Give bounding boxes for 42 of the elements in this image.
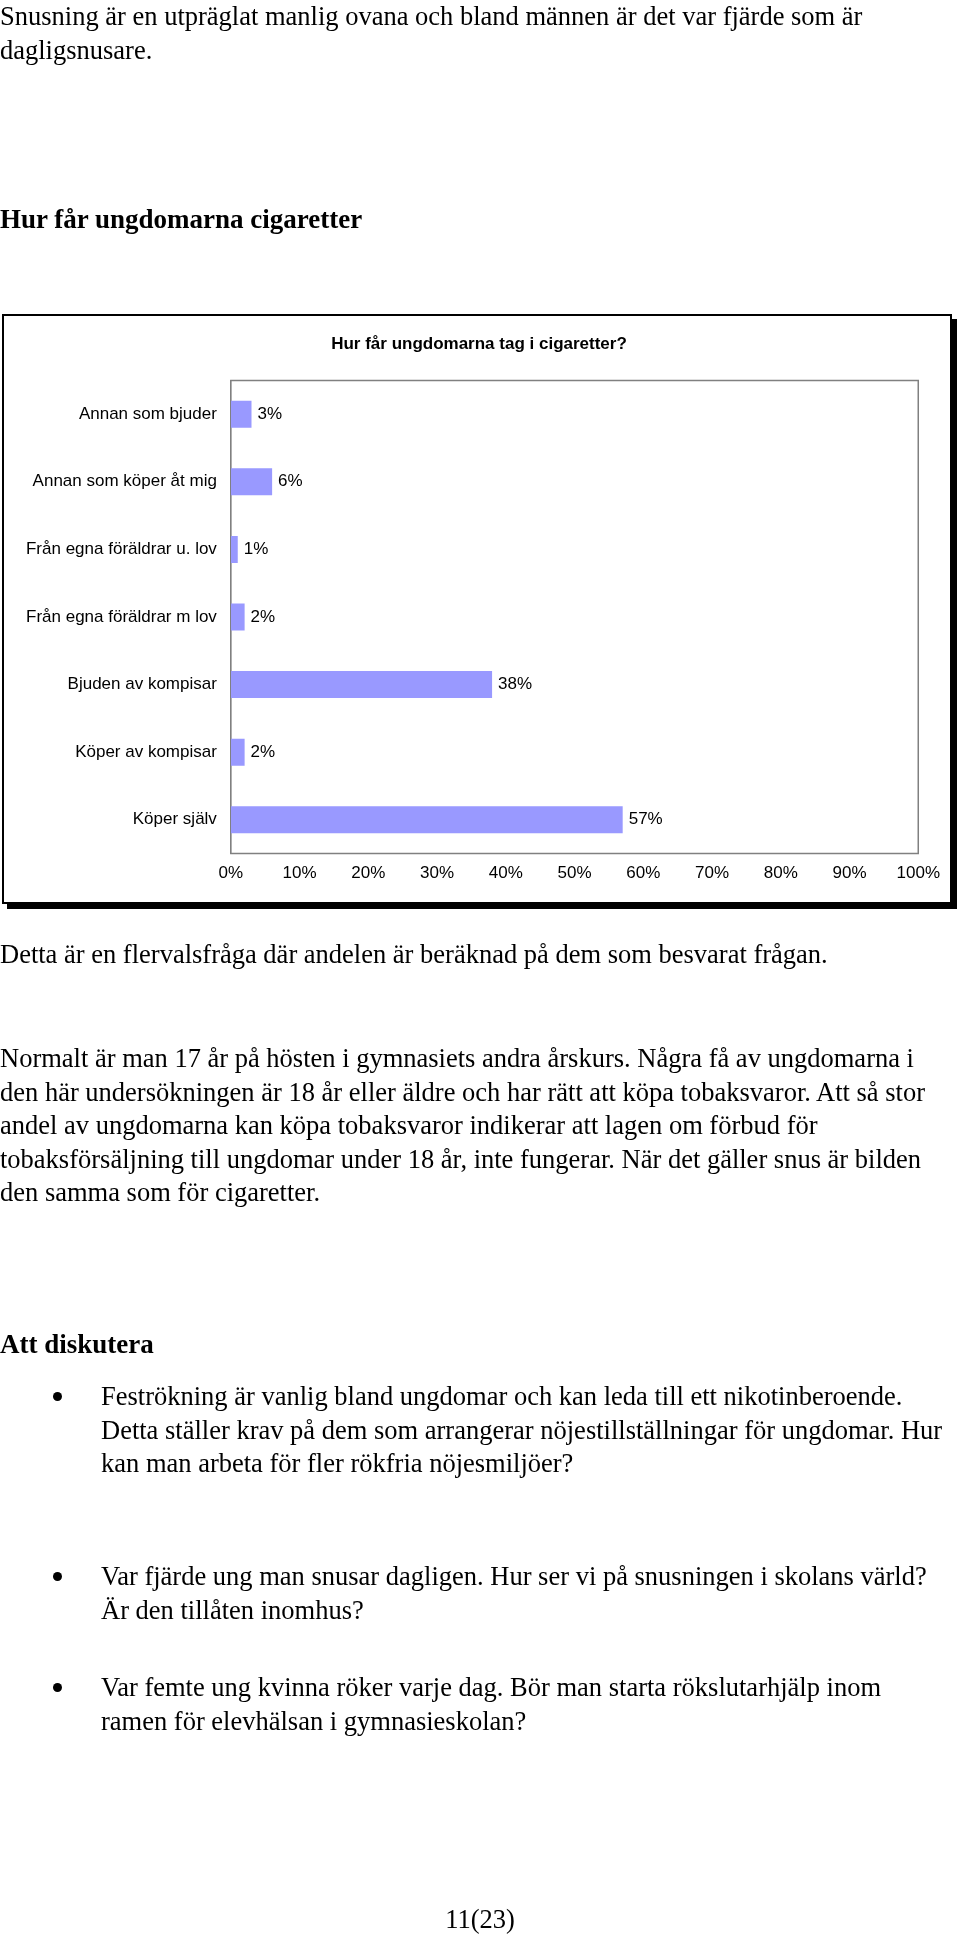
x-tick-label: 90% <box>832 863 867 883</box>
bar <box>230 671 493 699</box>
text: Hur får ungdomarna cigaretter <box>0 203 364 236</box>
data-label: 3% <box>257 403 283 423</box>
data-label: 6% <box>278 471 303 491</box>
text: Var femte ung kvinna röker varje dag. Bör man starta rökslutarhjälp inom ramen för elevhälsan i gymnasieskolan? <box>101 1671 883 1738</box>
x-tick-label: 100% <box>896 863 940 883</box>
text: Normalt är man 17 år på hösten i gymnasiets andra årskurs. Några få av ungdomarna i den här undersökningen är 18 år eller äldre och har rätt att köpa tobaksvaror. Att så stor andel av ungdomarna kan köpa tobaksvaror indikerar att lagen om förbud för tobaksförsäljning till ungdomar under 18 år, inte fungerar. När det gäller snus är bilden den samma som för cigaretter. <box>0 1042 926 1209</box>
y-tick-label: Köper av kompisar <box>75 741 218 761</box>
x-tick-label: 50% <box>557 863 592 883</box>
bar <box>230 468 273 496</box>
text: Detta är en flervalsfråga där andelen är beräknad på dem som besvarat frågan. <box>0 938 829 971</box>
text: 11(23) <box>444 1903 516 1936</box>
data-label: 38% <box>498 674 533 694</box>
bar <box>230 806 623 834</box>
x-tick-label: 40% <box>488 863 523 883</box>
x-tick-label: 10% <box>282 863 317 883</box>
x-tick-label: 0% <box>218 863 244 883</box>
data-label: 57% <box>628 809 663 829</box>
text: Att diskutera <box>0 1328 155 1361</box>
x-tick-label: 80% <box>763 863 798 883</box>
x-tick-label: 70% <box>695 863 730 883</box>
x-tick-label: 20% <box>351 863 386 883</box>
text: Feströkning är vanlig bland ungdomar och kan leda till ett nikotinberoende. Detta ställer krav på dem som arrangerar nöjestillställningar för ungdomar. Hur kan man arbeta för fler rökfria nöjesmiljöer? <box>101 1380 944 1480</box>
data-label: 2% <box>250 741 276 761</box>
y-tick-label: Köper själv <box>132 809 218 829</box>
text: Var fjärde ung man snusar dagligen. Hur ser vi på snusningen i skolans värld? Är den tillåten inomhus? <box>101 1560 928 1627</box>
y-tick-label: Från egna föräldrar u. lov <box>25 539 218 559</box>
bar <box>230 400 252 428</box>
bar <box>230 738 245 766</box>
data-label: 1% <box>243 539 269 559</box>
y-tick-label: Från egna föräldrar m lov <box>26 606 218 626</box>
y-tick-label: Bjuden av kompisar <box>67 674 218 694</box>
bar <box>230 603 245 631</box>
data-label: 2% <box>250 606 276 626</box>
x-tick-label: 60% <box>626 863 661 883</box>
y-tick-label: Annan som bjuder <box>78 403 218 423</box>
bar <box>230 535 238 563</box>
text: Snusning är en utpräglat manlig ovana och bland männen är det var fjärde som är dagligsnusare. <box>0 0 864 67</box>
y-tick-label: Annan som köper åt mig <box>32 471 217 491</box>
chart-title: Hur får ungdomarna tag i cigaretter? <box>331 333 627 353</box>
x-tick-label: 30% <box>420 863 455 883</box>
